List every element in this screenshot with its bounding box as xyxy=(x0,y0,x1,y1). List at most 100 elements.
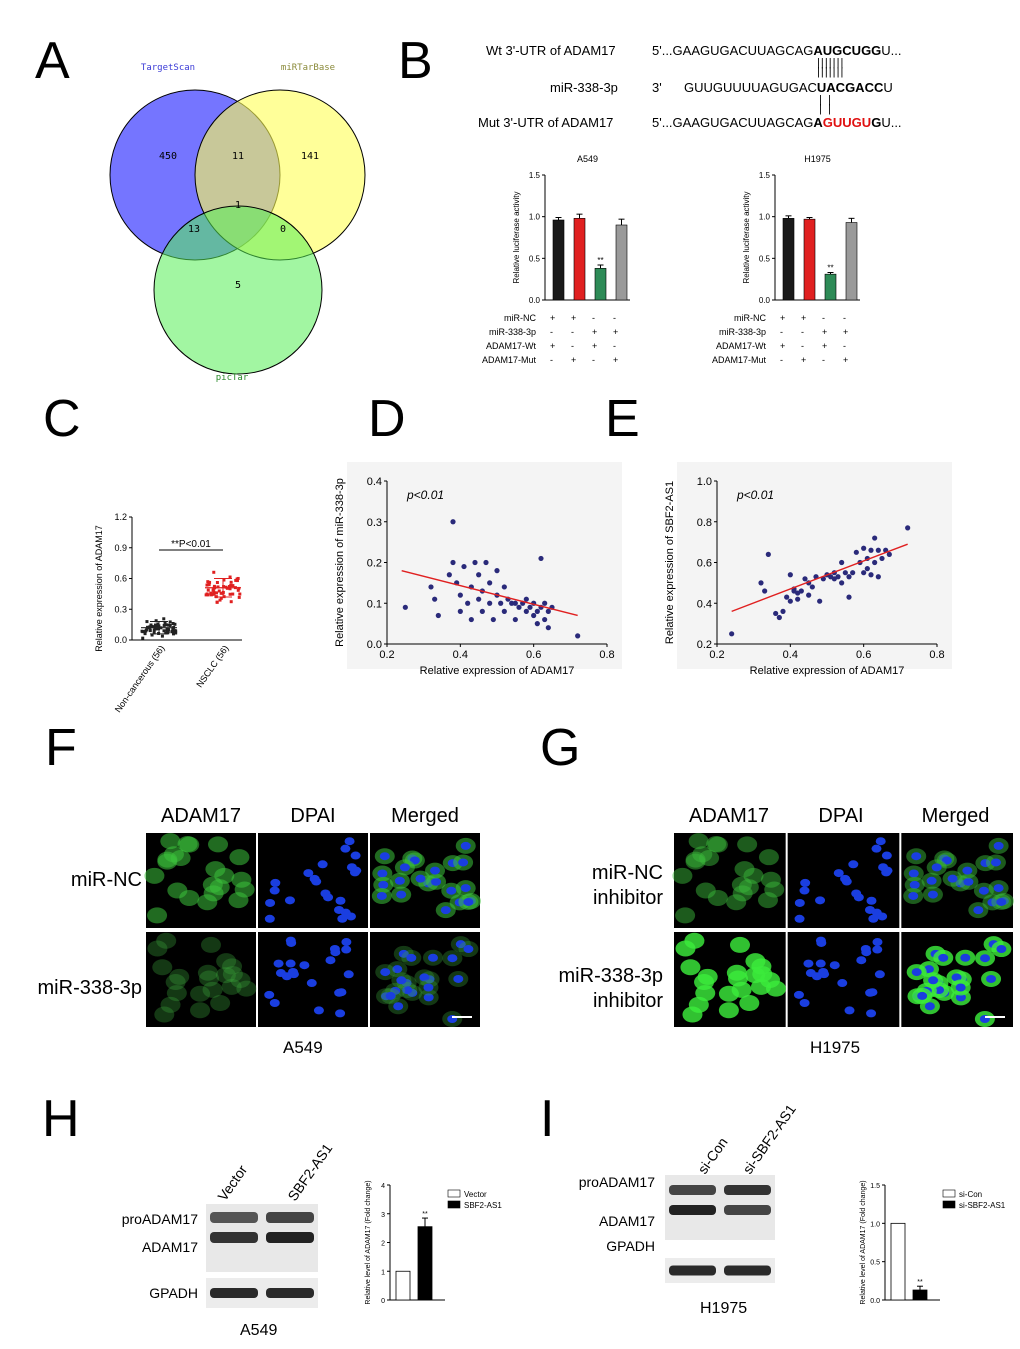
data-point xyxy=(207,583,211,587)
data-point xyxy=(872,535,878,541)
cell-cytoplasm xyxy=(743,867,764,884)
seq-mut-prefix: 5'...GAAGUGACUUAGCAG xyxy=(652,115,814,130)
cell-nucleus xyxy=(299,961,310,970)
venn-count-mt-pt: 0 xyxy=(280,224,286,235)
data-point xyxy=(776,614,782,621)
cell-nucleus xyxy=(799,999,810,1008)
condition-sign: + xyxy=(822,341,828,351)
cell-nucleus xyxy=(848,860,859,869)
data-point xyxy=(212,584,216,588)
cell-nucleus xyxy=(447,954,458,963)
data-point xyxy=(148,625,152,629)
data-point xyxy=(222,578,226,582)
data-point xyxy=(174,631,178,635)
f-micrograph-grid xyxy=(144,833,481,1027)
x-tick-label: 0.6 xyxy=(526,649,541,661)
data-point xyxy=(879,555,885,562)
band-label: proADAM17 xyxy=(122,1211,198,1227)
cell-nucleus xyxy=(794,914,805,923)
legend-label: Vector xyxy=(464,1190,487,1199)
data-point xyxy=(780,608,786,614)
cell-cytoplasm xyxy=(760,971,781,988)
data-point xyxy=(218,598,222,602)
condition-row-label: miR-338-3p xyxy=(488,327,536,337)
venn-label-pictar: picTar xyxy=(216,373,249,383)
cell-cytoplasm xyxy=(160,996,181,1013)
data-point xyxy=(542,616,548,623)
cell-cytoplasm xyxy=(210,995,231,1012)
data-point xyxy=(165,629,169,633)
condition-sign: - xyxy=(550,327,553,337)
y-tick-label: 0.0 xyxy=(114,635,127,645)
data-point xyxy=(212,592,216,596)
data-point xyxy=(174,629,178,633)
data-point xyxy=(212,590,216,594)
condition-sign: - xyxy=(843,341,846,351)
g-row-mir-nc-line2: inhibitor xyxy=(592,887,663,909)
data-point xyxy=(886,551,892,557)
cell-nucleus xyxy=(446,886,457,895)
data-point xyxy=(542,600,548,606)
cell-cytoplasm xyxy=(699,850,720,867)
cell-cytoplasm xyxy=(757,892,778,909)
cell-nucleus xyxy=(996,945,1007,954)
condition-sign: + xyxy=(801,355,807,365)
data-point xyxy=(153,623,157,627)
band-label: GPADH xyxy=(149,1285,198,1301)
data-point xyxy=(765,551,771,557)
y-tick-label: 3 xyxy=(381,1212,385,1219)
cell-nucleus xyxy=(917,991,928,1000)
cell-nucleus xyxy=(343,970,354,979)
luciferase-chart-a549: A549 0.0 0.5 1.0 1.5 Relative luciferase acti… xyxy=(512,154,630,305)
condition-sign: - xyxy=(571,327,574,337)
condition-sign: + xyxy=(843,355,849,365)
bar xyxy=(824,273,837,301)
panel-label-b: B xyxy=(398,32,433,90)
cell-cytoplasm xyxy=(147,940,168,957)
cell-cytoplasm xyxy=(718,1002,739,1019)
data-point xyxy=(534,608,540,614)
panel-label-h: H xyxy=(42,1090,80,1148)
cell-nucleus xyxy=(329,944,340,953)
cell-cytoplasm xyxy=(160,833,181,850)
cell-nucleus xyxy=(938,953,949,962)
protein-band xyxy=(669,1205,716,1215)
x-tick-label: 0.2 xyxy=(379,649,394,661)
data-point xyxy=(450,519,456,525)
condition-sign: - xyxy=(780,355,783,365)
g-row-mir-338-line2: inhibitor xyxy=(592,990,663,1012)
cell-nucleus xyxy=(455,940,466,949)
cell-nucleus xyxy=(872,938,883,947)
x-tick-label: 0.6 xyxy=(856,649,871,661)
condition-row-label: miR-NC xyxy=(734,313,766,323)
cell-cytoplasm xyxy=(751,958,772,975)
cell-cytoplasm xyxy=(729,936,750,953)
y-axis-label: Relative luciferase activity xyxy=(742,191,751,283)
data-point xyxy=(237,595,241,599)
cell-nucleus xyxy=(955,983,966,992)
y-tick-label: 0 xyxy=(381,1298,385,1305)
bar xyxy=(890,1222,906,1301)
cell-cytoplasm xyxy=(738,879,759,896)
cell-nucleus xyxy=(805,969,816,978)
data-point xyxy=(784,594,790,600)
data-point xyxy=(512,600,518,606)
y-tick-label: 1.2 xyxy=(114,512,127,522)
chart-title: A549 xyxy=(577,154,598,164)
chart-title: H1975 xyxy=(804,154,831,164)
data-point xyxy=(787,598,793,604)
bar xyxy=(912,1289,928,1301)
data-point xyxy=(501,584,507,590)
data-point xyxy=(168,623,172,627)
h-bar-chart: 0 1 2 3 4 Relative level of ADAM17 (Fold chan… xyxy=(365,1180,502,1305)
condition-sign: + xyxy=(571,355,577,365)
cell-cytoplasm xyxy=(688,996,709,1013)
data-point xyxy=(165,627,169,631)
x-axis-label: Relative expression of ADAM17 xyxy=(750,665,905,677)
f-caption: A549 xyxy=(283,1038,323,1057)
data-point xyxy=(206,593,210,597)
cell-cytoplasm xyxy=(675,907,696,924)
y-tick-label: 0.5 xyxy=(870,1260,880,1267)
cell-nucleus xyxy=(423,993,434,1002)
